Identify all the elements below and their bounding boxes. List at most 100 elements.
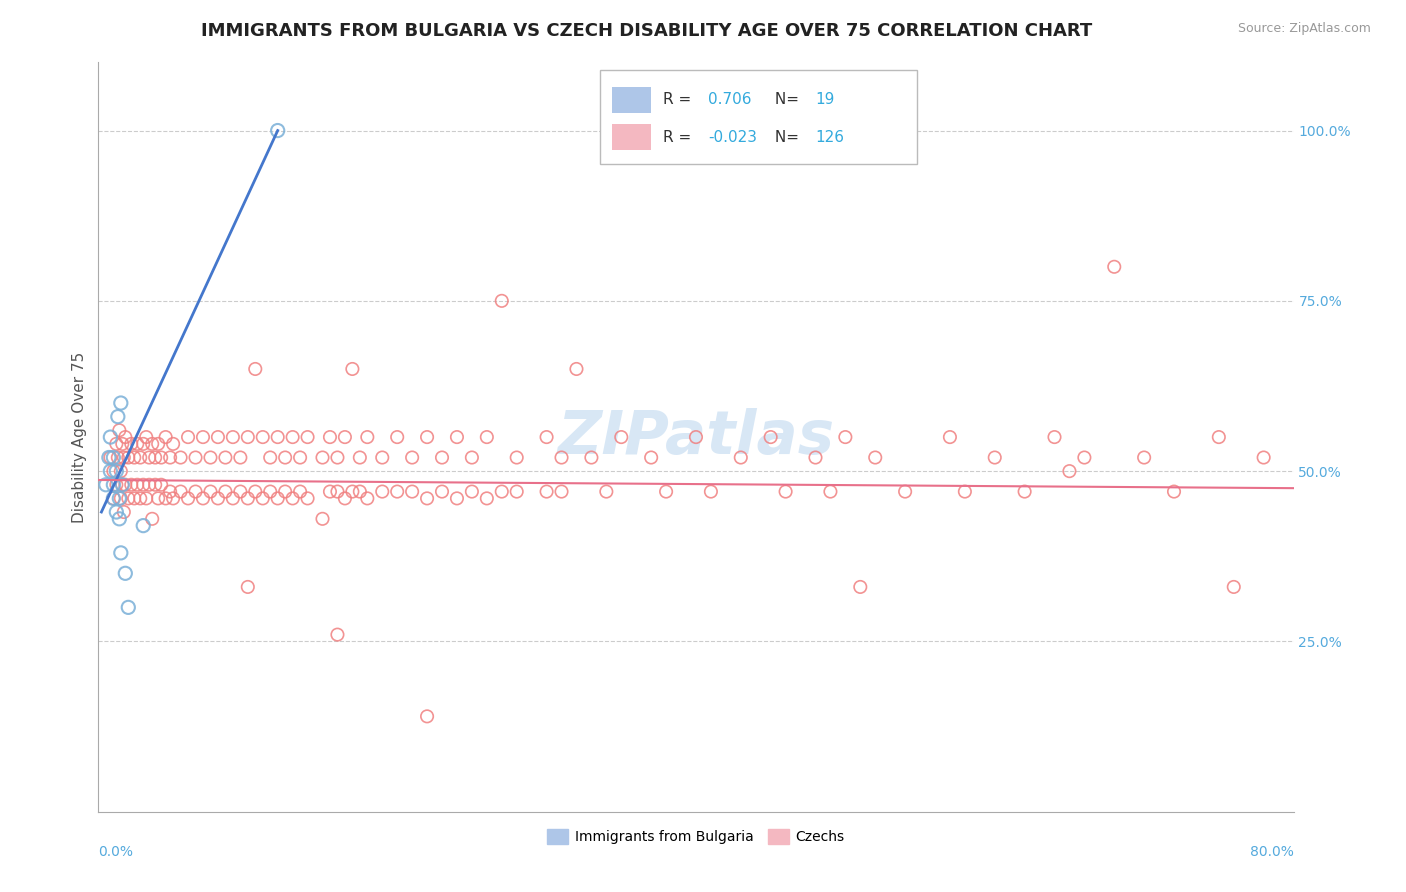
Point — [117, 450, 139, 465]
Point — [491, 484, 513, 499]
Point — [105, 505, 128, 519]
Text: IMMIGRANTS FROM BULGARIA VS CZECH DISABILITY AGE OVER 75 CORRELATION CHART: IMMIGRANTS FROM BULGARIA VS CZECH DISABI… — [201, 22, 1092, 40]
FancyBboxPatch shape — [613, 87, 651, 113]
Point — [114, 477, 136, 491]
Point — [132, 437, 155, 451]
Point — [446, 491, 468, 506]
Point — [416, 709, 439, 723]
Point — [550, 484, 572, 499]
Point — [267, 491, 290, 506]
Point — [105, 477, 128, 491]
Point — [117, 491, 139, 506]
Point — [252, 430, 274, 444]
Point — [103, 491, 125, 506]
Point — [191, 430, 214, 444]
Text: N=: N= — [770, 130, 804, 145]
Text: Source: ZipAtlas.com: Source: ZipAtlas.com — [1237, 22, 1371, 36]
Point — [108, 491, 131, 506]
Point — [132, 477, 155, 491]
Point — [267, 430, 290, 444]
Point — [114, 566, 136, 581]
Point — [430, 484, 453, 499]
Text: 0.0%: 0.0% — [98, 846, 134, 859]
Point — [129, 491, 152, 506]
Point — [98, 450, 122, 465]
Point — [259, 484, 281, 499]
Point — [775, 484, 797, 499]
Point — [105, 437, 128, 451]
Point — [141, 512, 163, 526]
Point — [162, 491, 184, 506]
Point — [214, 484, 236, 499]
Point — [385, 484, 409, 499]
Point — [536, 430, 558, 444]
Point — [267, 123, 290, 137]
Point — [184, 450, 207, 465]
Point — [984, 450, 1007, 465]
Point — [1223, 580, 1246, 594]
Point — [214, 450, 236, 465]
Point — [103, 477, 125, 491]
Point — [506, 450, 529, 465]
Point — [297, 430, 319, 444]
Point — [222, 491, 245, 506]
Point — [162, 437, 184, 451]
Point — [610, 430, 633, 444]
Point — [110, 491, 132, 506]
Point — [297, 491, 319, 506]
Point — [108, 423, 131, 437]
Point — [191, 491, 214, 506]
Point — [730, 450, 752, 465]
Point — [110, 396, 132, 410]
Point — [401, 450, 423, 465]
Point — [1208, 430, 1230, 444]
Point — [120, 477, 142, 491]
Point — [114, 430, 136, 444]
Point — [111, 477, 134, 491]
Point — [155, 430, 177, 444]
Point — [245, 362, 267, 376]
Point — [288, 484, 311, 499]
Point — [111, 477, 134, 491]
Point — [112, 505, 135, 519]
Point — [229, 484, 252, 499]
Point — [155, 491, 177, 506]
Point — [700, 484, 723, 499]
Point — [804, 450, 827, 465]
Point — [834, 430, 856, 444]
Text: 19: 19 — [815, 93, 835, 107]
Point — [110, 464, 132, 478]
Point — [581, 450, 603, 465]
Point — [207, 491, 229, 506]
Text: ZIPatlas: ZIPatlas — [557, 408, 835, 467]
Point — [349, 484, 371, 499]
Point — [120, 437, 142, 451]
Point — [143, 477, 166, 491]
Point — [953, 484, 976, 499]
Point — [430, 450, 453, 465]
Point — [236, 491, 259, 506]
Point — [150, 477, 173, 491]
Point — [103, 491, 125, 506]
Point — [1059, 464, 1081, 478]
Point — [98, 464, 122, 478]
Point — [371, 450, 394, 465]
Legend: Immigrants from Bulgaria, Czechs: Immigrants from Bulgaria, Czechs — [541, 824, 851, 850]
Point — [148, 491, 170, 506]
Point — [274, 484, 297, 499]
Point — [105, 464, 128, 478]
Y-axis label: Disability Age Over 75: Disability Age Over 75 — [72, 351, 87, 523]
Point — [820, 484, 842, 499]
Point — [1163, 484, 1185, 499]
Point — [550, 450, 572, 465]
Point — [98, 430, 122, 444]
Point — [281, 491, 304, 506]
Point — [135, 430, 157, 444]
Point — [849, 580, 872, 594]
FancyBboxPatch shape — [600, 70, 917, 163]
Point — [107, 450, 129, 465]
Point — [939, 430, 962, 444]
Point — [222, 430, 245, 444]
Point — [685, 430, 707, 444]
FancyBboxPatch shape — [613, 124, 651, 151]
